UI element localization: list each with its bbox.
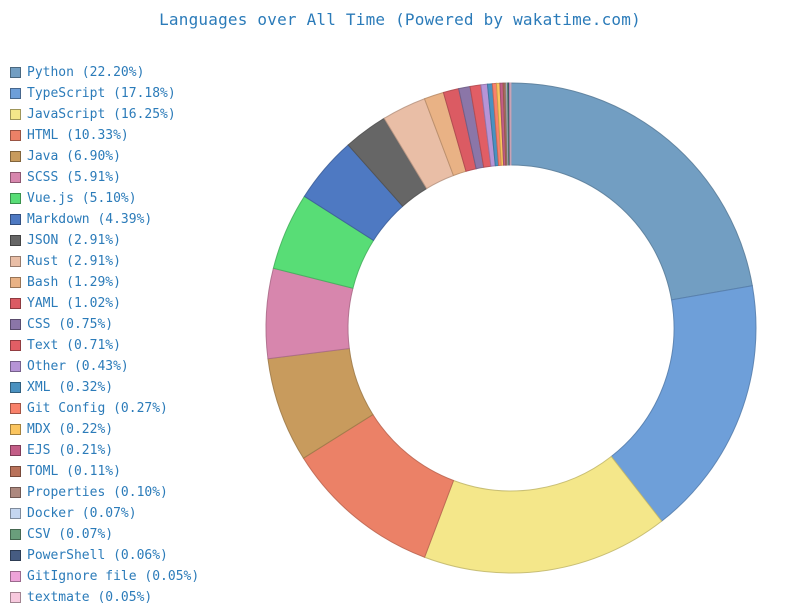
legend-swatch (10, 130, 21, 141)
legend-swatch (10, 424, 21, 435)
legend-label: TOML (0.11%) (27, 464, 121, 479)
legend-label: HTML (10.33%) (27, 128, 129, 143)
legend-swatch (10, 214, 21, 225)
legend-item[interactable]: CSS (0.75%) (10, 314, 199, 335)
legend-label: Java (6.90%) (27, 149, 121, 164)
legend-swatch (10, 529, 21, 540)
legend-swatch (10, 445, 21, 456)
legend-item[interactable]: TOML (0.11%) (10, 461, 199, 482)
legend-item[interactable]: Java (6.90%) (10, 146, 199, 167)
legend-swatch (10, 487, 21, 498)
legend-item[interactable]: MDX (0.22%) (10, 419, 199, 440)
legend-swatch (10, 193, 21, 204)
legend-item[interactable]: Properties (0.10%) (10, 482, 199, 503)
legend-label: Vue.js (5.10%) (27, 191, 137, 206)
legend-item[interactable]: Text (0.71%) (10, 335, 199, 356)
legend-swatch (10, 382, 21, 393)
legend-label: TypeScript (17.18%) (27, 86, 176, 101)
legend-label: Markdown (4.39%) (27, 212, 153, 227)
legend-item[interactable]: PowerShell (0.06%) (10, 545, 199, 566)
legend-label: Docker (0.07%) (27, 506, 137, 521)
legend-item[interactable]: YAML (1.02%) (10, 293, 199, 314)
chart-title: Languages over All Time (Powered by waka… (159, 10, 641, 29)
legend-swatch (10, 277, 21, 288)
legend-swatch (10, 466, 21, 477)
legend-swatch (10, 256, 21, 267)
legend-item[interactable]: Vue.js (5.10%) (10, 188, 199, 209)
legend-item[interactable]: Git Config (0.27%) (10, 398, 199, 419)
legend-label: JavaScript (16.25%) (27, 107, 176, 122)
legend-label: Git Config (0.27%) (27, 401, 168, 416)
legend-item[interactable]: Python (22.20%) (10, 62, 199, 83)
legend-label: CSS (0.75%) (27, 317, 114, 332)
legend-label: MDX (0.22%) (27, 422, 114, 437)
legend-item[interactable]: Bash (1.29%) (10, 272, 199, 293)
legend-item[interactable]: TypeScript (17.18%) (10, 83, 199, 104)
legend-item[interactable]: Markdown (4.39%) (10, 209, 199, 230)
legend-label: PowerShell (0.06%) (27, 548, 168, 563)
legend-label: Other (0.43%) (27, 359, 129, 374)
slice-textmate[interactable] (509, 82, 512, 166)
legend-label: Rust (2.91%) (27, 254, 121, 269)
legend-label: GitIgnore file (0.05%) (27, 569, 200, 584)
legend-swatch (10, 571, 21, 582)
legend-label: YAML (1.02%) (27, 296, 121, 311)
legend-label: Text (0.71%) (27, 338, 121, 353)
legend-item[interactable]: JSON (2.91%) (10, 230, 199, 251)
legend-swatch (10, 298, 21, 309)
legend-swatch (10, 109, 21, 120)
legend-item[interactable]: Other (0.43%) (10, 356, 199, 377)
legend-item[interactable]: XML (0.32%) (10, 377, 199, 398)
legend-label: CSV (0.07%) (27, 527, 114, 542)
legend-swatch (10, 172, 21, 183)
legend-swatch (10, 319, 21, 330)
legend-swatch (10, 88, 21, 99)
legend-label: Properties (0.10%) (27, 485, 168, 500)
legend-swatch (10, 508, 21, 519)
legend-swatch (10, 340, 21, 351)
legend-label: Bash (1.29%) (27, 275, 121, 290)
legend-swatch (10, 235, 21, 246)
legend-label: Python (22.20%) (27, 65, 145, 80)
legend-item[interactable]: Rust (2.91%) (10, 251, 199, 272)
legend-label: JSON (2.91%) (27, 233, 121, 248)
legend-swatch (10, 67, 21, 78)
legend-item[interactable]: JavaScript (16.25%) (10, 104, 199, 125)
legend-item[interactable]: CSV (0.07%) (10, 524, 199, 545)
legend-item[interactable]: EJS (0.21%) (10, 440, 199, 461)
legend: Python (22.20%) TypeScript (17.18%) JavaSc… (10, 62, 199, 608)
legend-item[interactable]: Docker (0.07%) (10, 503, 199, 524)
legend-item[interactable]: GitIgnore file (0.05%) (10, 566, 199, 587)
legend-label: EJS (0.21%) (27, 443, 114, 458)
legend-item[interactable]: SCSS (5.91%) (10, 167, 199, 188)
legend-label: XML (0.32%) (27, 380, 114, 395)
legend-swatch (10, 361, 21, 372)
legend-label: SCSS (5.91%) (27, 170, 121, 185)
slice-python[interactable] (510, 82, 753, 301)
legend-swatch (10, 403, 21, 414)
legend-swatch (10, 151, 21, 162)
legend-item[interactable]: HTML (10.33%) (10, 125, 199, 146)
legend-swatch (10, 550, 21, 561)
